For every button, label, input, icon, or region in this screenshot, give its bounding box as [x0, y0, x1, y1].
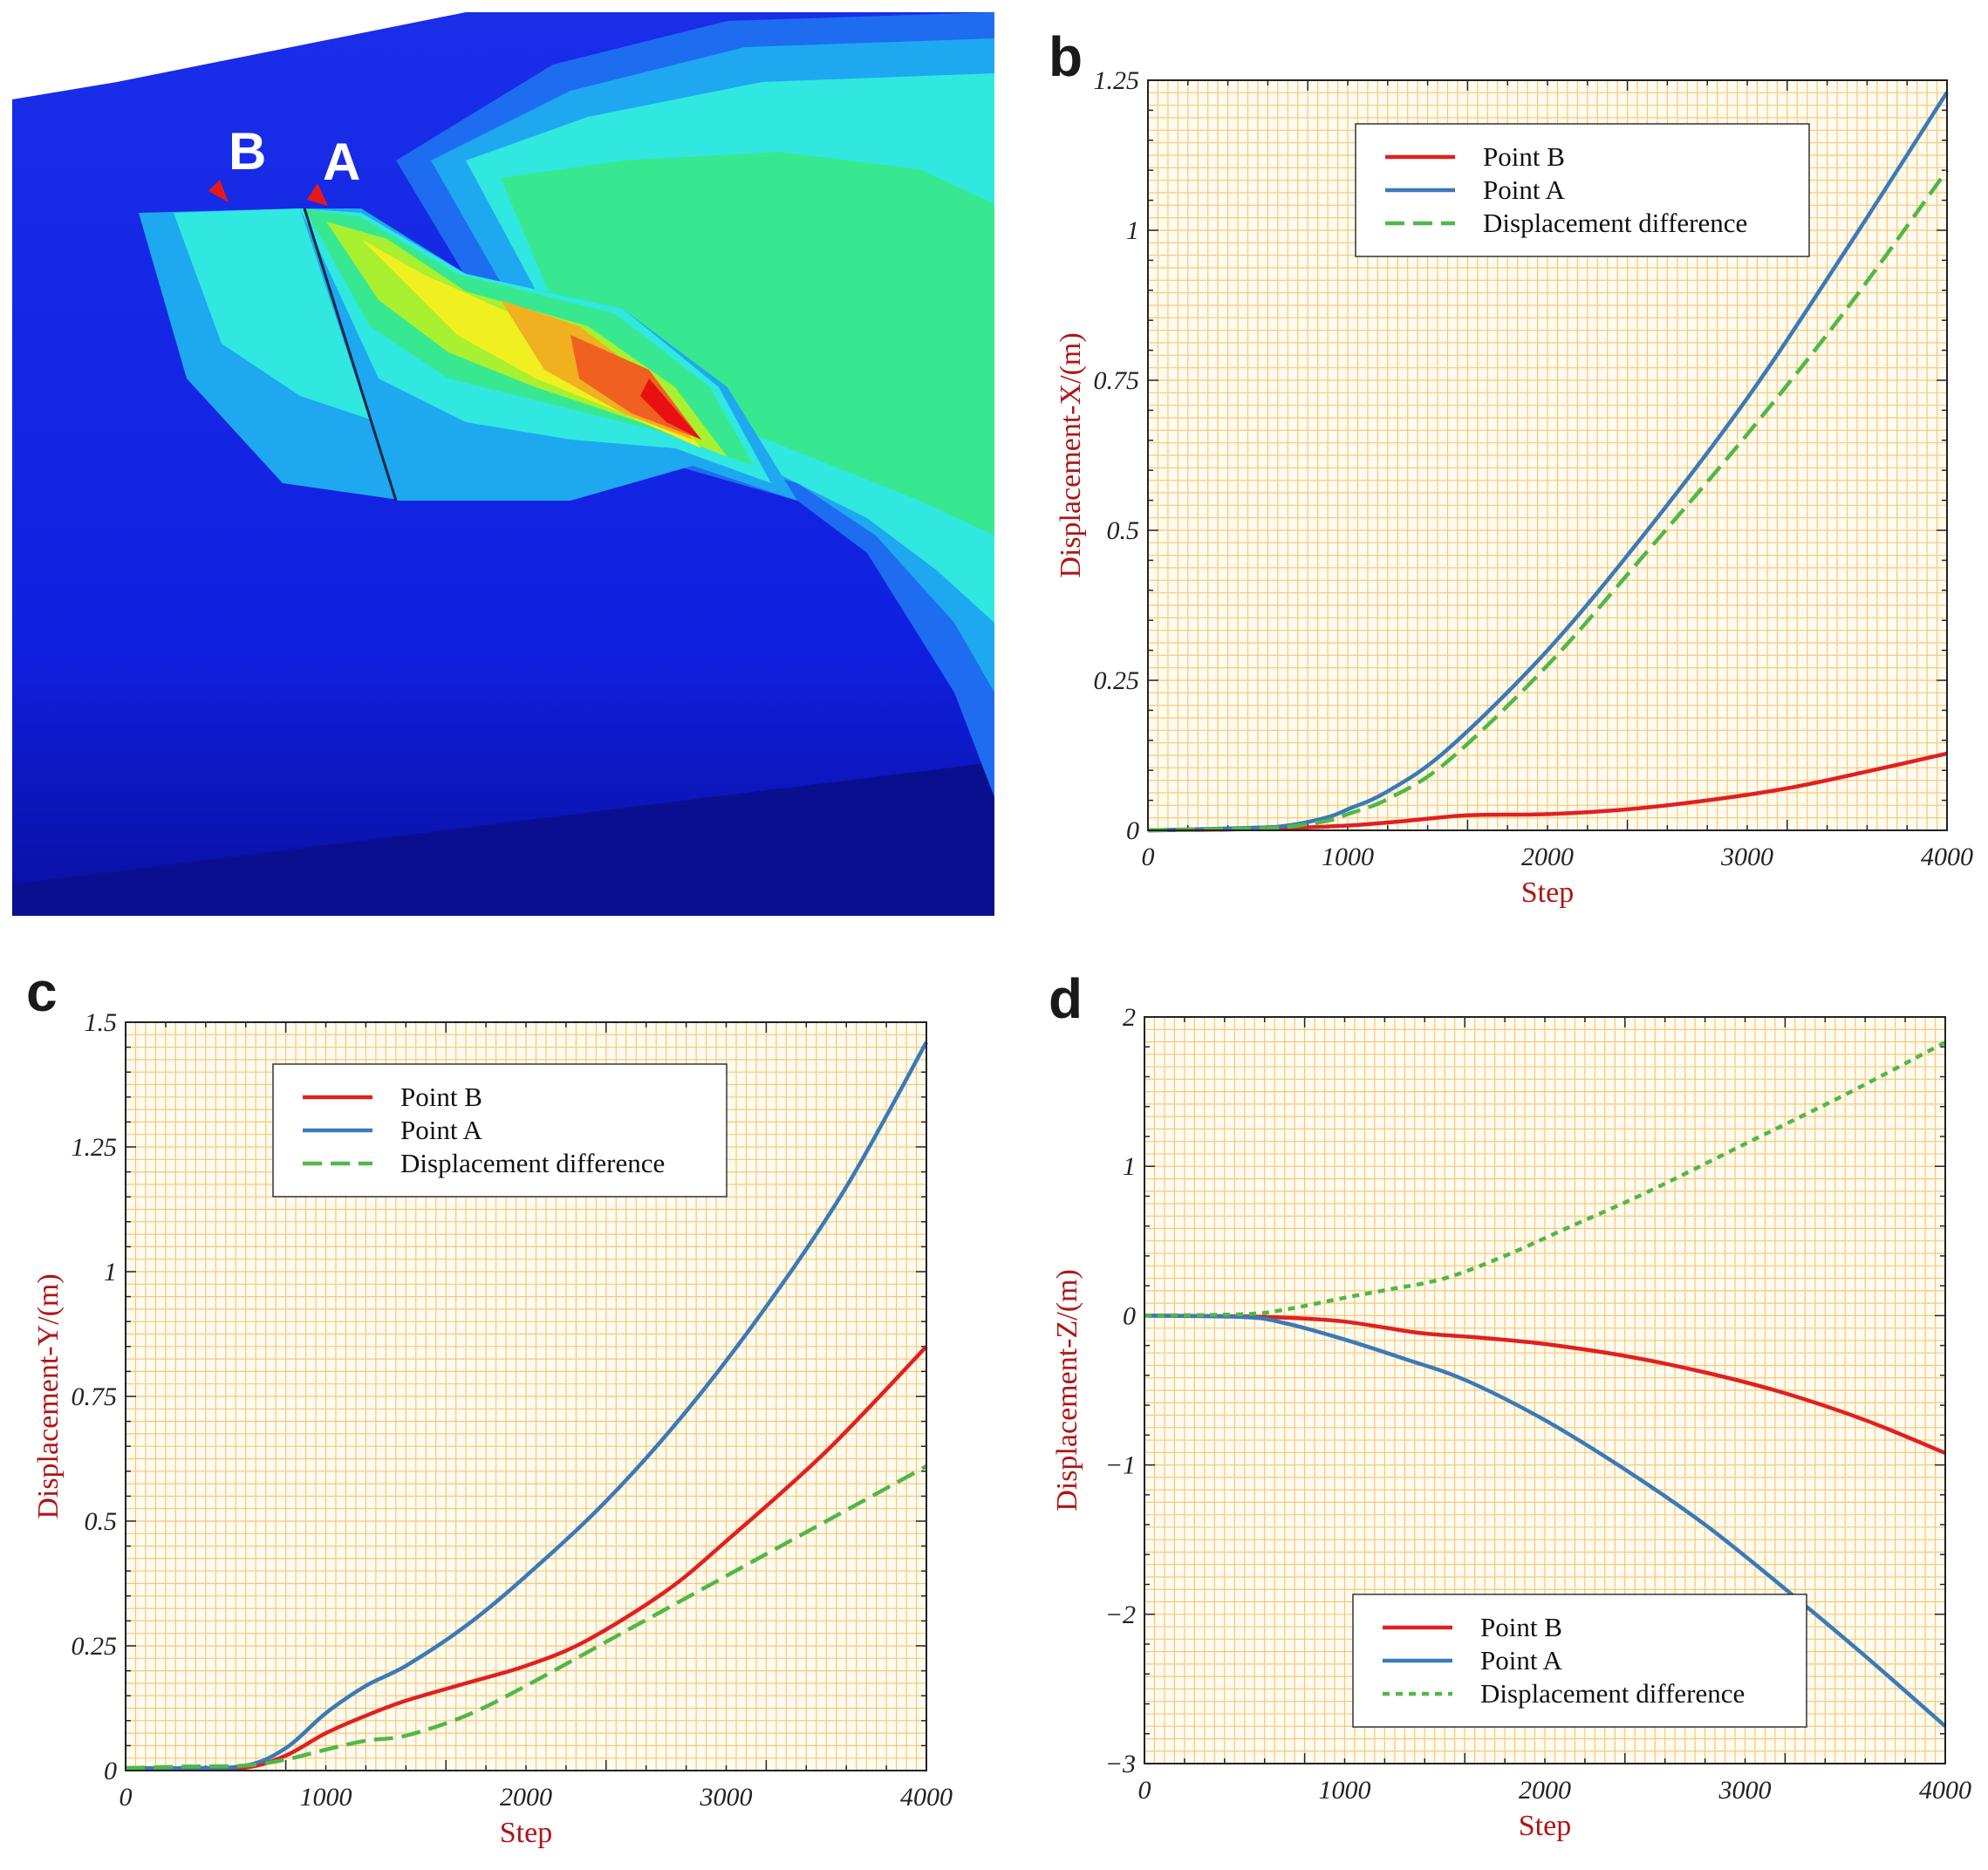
y-tick-label: 0	[104, 1757, 117, 1785]
y-tick-label: 0.25	[72, 1632, 118, 1661]
series-line-point-b	[1147, 751, 1948, 833]
plot-frame	[1147, 79, 1948, 831]
x-tick-label: 1000	[300, 1783, 352, 1812]
series-line-point-b	[125, 1345, 928, 1771]
y-tick-label: 0.5	[85, 1507, 118, 1536]
panel-letter-c: c	[26, 960, 58, 1023]
y-axis-label: Displacement-Y/(m)	[32, 1273, 65, 1519]
x-tick-label: 3000	[1720, 843, 1773, 871]
legend-label: Point B	[400, 1082, 482, 1112]
x-tick-label: 2000	[1521, 843, 1574, 871]
y-tick-label: 1	[1126, 216, 1139, 245]
series-line-point-a	[1144, 1314, 1947, 1728]
x-tick-label: 3000	[700, 1783, 753, 1812]
x-tick-label: 2000	[500, 1783, 552, 1812]
series-line-point-a	[125, 1041, 928, 1771]
y-tick-label: 0	[1123, 1301, 1136, 1330]
series-line-displacement-difference	[1147, 168, 1949, 833]
legend-label: Point B	[1483, 141, 1565, 172]
series-line-displacement-difference	[125, 1464, 928, 1771]
y-axis-label: Displacement-Z/(m)	[1051, 1269, 1083, 1512]
x-tick-label: 0	[120, 1783, 133, 1812]
series-line-displacement-difference	[1144, 1041, 1947, 1318]
grid	[1148, 80, 1947, 830]
displacement-contour-image: B A	[12, 12, 994, 916]
chart-b-plot: 0 1000 2000 3000 4000 0 0.25 0.5 0.75 1 1.25 Step Di…	[1055, 66, 1973, 909]
x-axis-label: Step	[1519, 1810, 1571, 1842]
y-tick-label: 0.25	[1094, 666, 1140, 695]
legend-label: Point A	[400, 1115, 483, 1145]
y-tick-label: −1	[1105, 1451, 1136, 1480]
x-axis-label: Step	[500, 1817, 552, 1849]
x-tick-label: 0	[1142, 843, 1155, 871]
chart-d-plot: 0 1000 2000 3000 4000 −3 −2 −1 0 1 2 Step Displaceme…	[1051, 1003, 1971, 1842]
legend-label: Displacement difference	[1480, 1678, 1745, 1709]
y-tick-label: 0.75	[1094, 366, 1140, 395]
legend-label: Displacement difference	[400, 1148, 665, 1178]
x-tick-label: 1000	[1322, 843, 1374, 871]
x-axis-label: Step	[1521, 877, 1574, 909]
y-tick-label: 2	[1123, 1003, 1136, 1032]
plot-frame	[1144, 1016, 1946, 1764]
series-lines	[1144, 1041, 1947, 1728]
x-tick-label: 2000	[1519, 1776, 1571, 1805]
x-tick-label: 4000	[900, 1783, 953, 1812]
y-tick-label: 1.25	[72, 1133, 118, 1162]
chart-c-plot: 0 1000 2000 3000 4000 0 0.25 0.5 0.75 1 1.25 1.5 Ste…	[32, 1008, 953, 1849]
x-tick-label: 4000	[1919, 1776, 1971, 1805]
marker-b-label: B	[229, 122, 266, 181]
legend-label: Point B	[1480, 1612, 1562, 1642]
y-tick-label: 1	[104, 1258, 117, 1286]
marker-a-label: A	[323, 133, 360, 191]
y-tick-label: −3	[1105, 1750, 1136, 1778]
legend-label: Point A	[1483, 174, 1566, 205]
plot-frame	[125, 1021, 927, 1771]
series-line-point-b	[1144, 1314, 1946, 1455]
legend-label: Displacement difference	[1483, 208, 1747, 238]
x-tick-label: 4000	[1921, 843, 1973, 871]
y-tick-label: 1.25	[1094, 66, 1140, 95]
y-tick-label: 0.75	[72, 1382, 118, 1411]
x-tick-label: 3000	[1718, 1776, 1772, 1805]
series-lines	[125, 1041, 928, 1771]
panel-letter-d: d	[1049, 967, 1083, 1030]
x-tick-label: 1000	[1319, 1776, 1371, 1805]
x-tick-label: 0	[1138, 1776, 1151, 1805]
y-axis-label: Displacement-X/(m)	[1055, 332, 1087, 577]
panel-letter-b: b	[1049, 25, 1083, 88]
y-tick-label: 0	[1126, 816, 1139, 845]
y-tick-label: 0.5	[1107, 516, 1140, 545]
y-tick-label: 1	[1123, 1152, 1136, 1181]
legend-label: Point A	[1480, 1645, 1563, 1675]
y-tick-label: −2	[1105, 1600, 1136, 1629]
y-tick-label: 1.5	[85, 1008, 118, 1037]
series-lines	[1147, 91, 1949, 833]
